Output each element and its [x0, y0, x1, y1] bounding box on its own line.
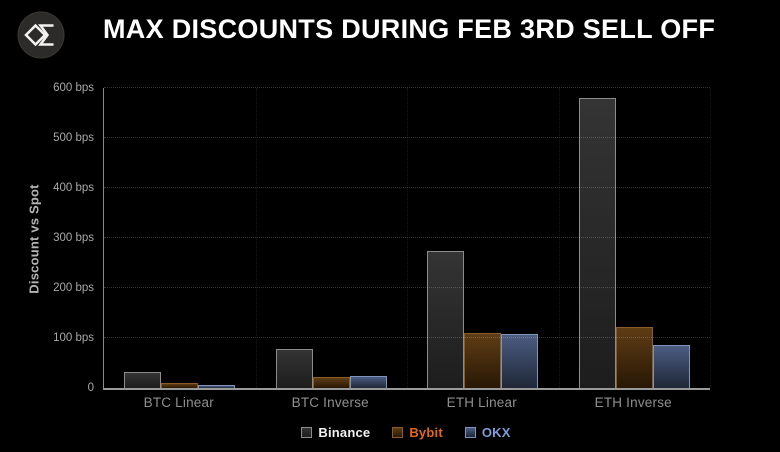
group-boundary-line	[407, 88, 408, 388]
legend-item-binance: Binance	[301, 425, 370, 440]
bar-bybit-btc-linear	[161, 382, 199, 388]
legend-item-bybit: Bybit	[392, 425, 443, 440]
legend-swatch-okx	[464, 427, 476, 438]
group-boundary-line	[558, 88, 560, 388]
y-tick-label: 100 bps	[53, 332, 94, 344]
plot-area	[103, 87, 711, 390]
bar-bybit-eth-linear	[464, 332, 502, 388]
group-boundary-line	[710, 88, 711, 388]
legend-label-okx: OKX	[481, 425, 511, 440]
bar-binance-eth-linear	[427, 250, 465, 388]
y-tick-label: 0	[87, 382, 94, 394]
bar-okx-btc-linear	[198, 385, 236, 388]
legend-swatch-bybit	[392, 427, 404, 438]
chart-title: MAX DISCOUNTS DURING FEB 3RD SELL OFF	[103, 14, 716, 44]
bar-okx-eth-inverse	[652, 345, 690, 388]
sigma-diamond-logo-icon	[17, 11, 65, 59]
bar-groups	[104, 88, 710, 388]
bar-okx-eth-linear	[501, 333, 539, 388]
legend-label-binance: Binance	[318, 425, 371, 440]
legend: Binance Bybit OKX	[103, 425, 709, 440]
bar-group-eth-inverse	[559, 88, 711, 388]
category-label: ETH Linear	[446, 395, 517, 410]
bar-bybit-eth-inverse	[615, 326, 653, 388]
bar-binance-btc-linear	[124, 372, 162, 388]
x-axis-labels: BTC Linear BTC Inverse ETH Linear ETH Inver…	[103, 395, 709, 410]
bar-group-eth-linear	[407, 88, 559, 388]
bar-group-btc-inverse	[256, 88, 408, 388]
y-tick-label: 500 bps	[53, 132, 94, 144]
brand-logo	[17, 11, 65, 59]
group-boundary-line	[255, 88, 257, 388]
category-label: BTC Linear	[143, 395, 214, 410]
category-label: ETH Inverse	[594, 395, 672, 410]
y-tick-label: 300 bps	[53, 232, 94, 244]
bar-binance-btc-inverse	[275, 349, 313, 388]
bar-bybit-btc-inverse	[312, 377, 350, 388]
bar-group-btc-linear	[104, 88, 256, 388]
y-tick-label: 200 bps	[53, 282, 94, 294]
legend-item-okx: OKX	[464, 425, 511, 440]
bar-okx-btc-inverse	[349, 375, 387, 388]
legend-label-bybit: Bybit	[409, 425, 443, 440]
bar-binance-eth-inverse	[578, 98, 616, 388]
category-label: BTC Inverse	[291, 395, 369, 410]
y-tick-label: 400 bps	[53, 182, 94, 194]
y-tick-label: 600 bps	[53, 82, 94, 94]
legend-swatch-binance	[301, 427, 313, 438]
y-axis-ticks: 600 bps 500 bps 400 bps 300 bps 200 bps 100 b…	[0, 82, 94, 394]
